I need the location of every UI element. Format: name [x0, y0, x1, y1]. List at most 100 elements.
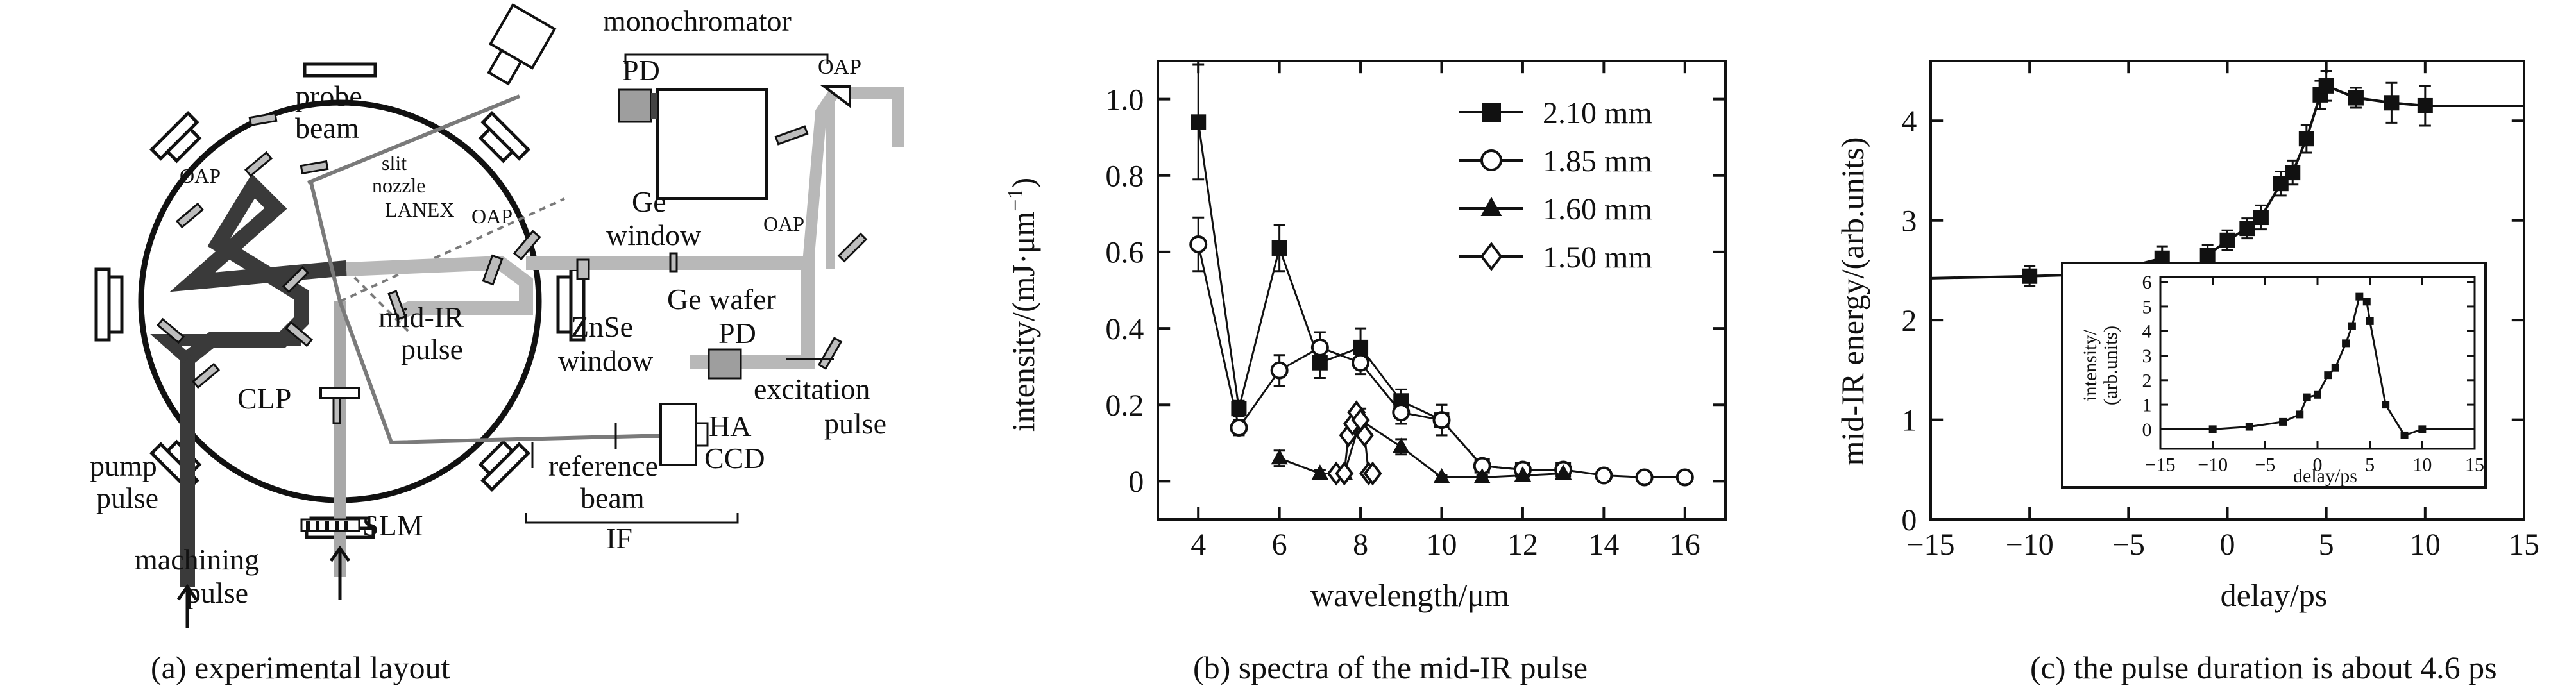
- legend-marker-diamond: [1480, 242, 1503, 271]
- inset-data-point: [2296, 410, 2304, 419]
- mid-ir-beam-path: [346, 255, 815, 369]
- panel-b-x-tick-label: 6: [1272, 528, 1287, 562]
- inset-data-point: [2355, 292, 2364, 301]
- label-ge-window: window: [606, 219, 702, 251]
- data-point-triangle: [1433, 468, 1450, 484]
- caption-a: (a) experimental layout: [151, 650, 450, 685]
- data-point-square: [2348, 90, 2364, 106]
- data-point-circle: [1595, 466, 1613, 485]
- panel-c-x-axis-label: delay/ps: [2221, 577, 2328, 613]
- panel-b-x-tick-label: 14: [1588, 528, 1619, 562]
- caption-b: (b) spectra of the mid-IR pulse: [1193, 650, 1588, 685]
- inset-x-tick-label: −5: [2255, 455, 2275, 476]
- label-mid-ir: mid-IR: [378, 301, 464, 333]
- data-point-circle: [1635, 468, 1654, 487]
- data-point-square: [1353, 339, 1369, 355]
- data-point-square: [1231, 401, 1247, 417]
- label-mid-ir-pulse: pulse: [401, 333, 463, 365]
- panel-c-x-tick-label: 5: [2319, 528, 2334, 562]
- data-point-square: [2298, 131, 2314, 147]
- data-point-triangle: [1393, 437, 1410, 453]
- inset-data-point: [2342, 339, 2350, 348]
- panel-c-y-axis-label: mid-IR energy/(arb.units): [1835, 137, 1870, 466]
- data-point-circle: [1270, 361, 1289, 380]
- data-point-triangle: [1554, 464, 1572, 480]
- inset-data-point: [2324, 371, 2332, 380]
- data-point-circle: [1310, 338, 1329, 357]
- panel-b-markers: [1189, 114, 1694, 487]
- data-point-diamond: [1335, 461, 1354, 486]
- panel-b-x-tick-label: 4: [1191, 528, 1206, 562]
- legend-label: 1.60 mm: [1543, 192, 1652, 226]
- panel-c-markers: [2022, 78, 2433, 286]
- inset-y-tick-label: 3: [2142, 346, 2152, 367]
- data-point-square: [1312, 355, 1328, 371]
- label-znse-window: window: [558, 344, 654, 377]
- inset-y-tick-label: 1: [2142, 395, 2152, 416]
- data-point-square: [2253, 210, 2269, 226]
- panel-c-error-bars: [2024, 70, 2431, 287]
- inset-x-tick-label: 10: [2412, 455, 2432, 476]
- monochromator-box: [656, 88, 768, 200]
- chamber-ports: [94, 62, 586, 539]
- data-point-triangle: [1473, 468, 1491, 484]
- panel-c-y-tick-label: 0: [1901, 503, 1917, 537]
- photodiode-mid: [708, 348, 742, 380]
- inset-data-point: [2208, 425, 2217, 433]
- inset-data-point: [2348, 322, 2356, 330]
- inset-data-point: [2245, 423, 2253, 431]
- data-point-triangle: [1311, 464, 1329, 480]
- inset-data-point: [2314, 390, 2321, 399]
- inset-data-point: [2418, 425, 2427, 433]
- label-monochromator: monochromator: [603, 4, 792, 37]
- label-pd-top: PD: [622, 54, 660, 87]
- inset-x-tick-label: −10: [2198, 455, 2228, 476]
- ccd-camera: [659, 403, 697, 466]
- label-oap-right: OAP: [763, 212, 804, 235]
- label-slit: slit: [382, 151, 407, 174]
- label-slm: SLM: [362, 509, 423, 542]
- inset-frame: [2061, 262, 2487, 489]
- series-line-2.10 mm: [1197, 122, 1564, 471]
- data-point-circle: [1432, 411, 1451, 430]
- inset-axes: −15 −10 −5 0 5 10 15 0 1 2 3 4 5 6: [2142, 272, 2485, 475]
- inset-y-tick-label: 0: [2142, 419, 2152, 441]
- label-beam: beam: [295, 112, 359, 144]
- inset-x-tick-label: 0: [2313, 455, 2323, 476]
- label-pump-pulse: pulse: [96, 482, 158, 514]
- inset-data-point: [2331, 364, 2339, 372]
- label-machining: machining: [135, 543, 259, 576]
- panel-b-legend: 2.10 mm 1.85 mm 1.60 mm 1.50 mm: [1459, 96, 1652, 274]
- inset-y-tick-label: 4: [2142, 321, 2152, 342]
- label-ha: HA: [709, 410, 751, 442]
- inset-data-point: [2362, 298, 2371, 306]
- panel-b-y-tick-label: 0.8: [1105, 160, 1144, 194]
- inset-y-axis-label: intensity/: [2080, 330, 2101, 401]
- panel-c-y-tick-label: 1: [1901, 403, 1917, 437]
- legend-marker-triangle: [1480, 197, 1502, 216]
- panel-b-y-axis-label: intensity/(mJ·μm−1): [1004, 178, 1041, 432]
- label-ge-wafer: Ge wafer: [667, 283, 776, 315]
- data-point-square: [2239, 221, 2255, 237]
- label-nozzle: nozzle: [372, 174, 426, 197]
- panel-b-y-tick-label: 0: [1128, 465, 1144, 499]
- panel-c-x-tick-label: 0: [2220, 528, 2235, 562]
- inset-y-tick-label: 5: [2142, 296, 2152, 317]
- data-point-circle: [1230, 419, 1248, 437]
- label-excitation: excitation: [754, 373, 870, 405]
- label-znse: ZnSe: [571, 310, 633, 343]
- panel-c-x-tick-label: −10: [2006, 528, 2054, 562]
- legend-label: 2.10 mm: [1543, 96, 1652, 130]
- panel-b-axes: 4 6 8 10 12 14 16 0 0.2 0.4 0.6 0.8 1.0: [1105, 60, 1727, 562]
- inset-data-point: [2279, 417, 2287, 426]
- inset-data-point: [2382, 401, 2390, 409]
- inset-x-axis-label: delay/ps: [2293, 466, 2357, 487]
- label-machining-pulse: pulse: [186, 576, 248, 609]
- data-point-square: [2285, 165, 2301, 181]
- panel-b-spectra-chart: 4 6 8 10 12 14 16 0 0.2 0.4 0.6 0.8 1.0 2.10 mm 1.85 …: [1004, 60, 1727, 685]
- label-pd-mid: PD: [718, 317, 756, 349]
- slm-element: [300, 518, 360, 532]
- panel-b-y-tick-label: 0.2: [1105, 389, 1144, 423]
